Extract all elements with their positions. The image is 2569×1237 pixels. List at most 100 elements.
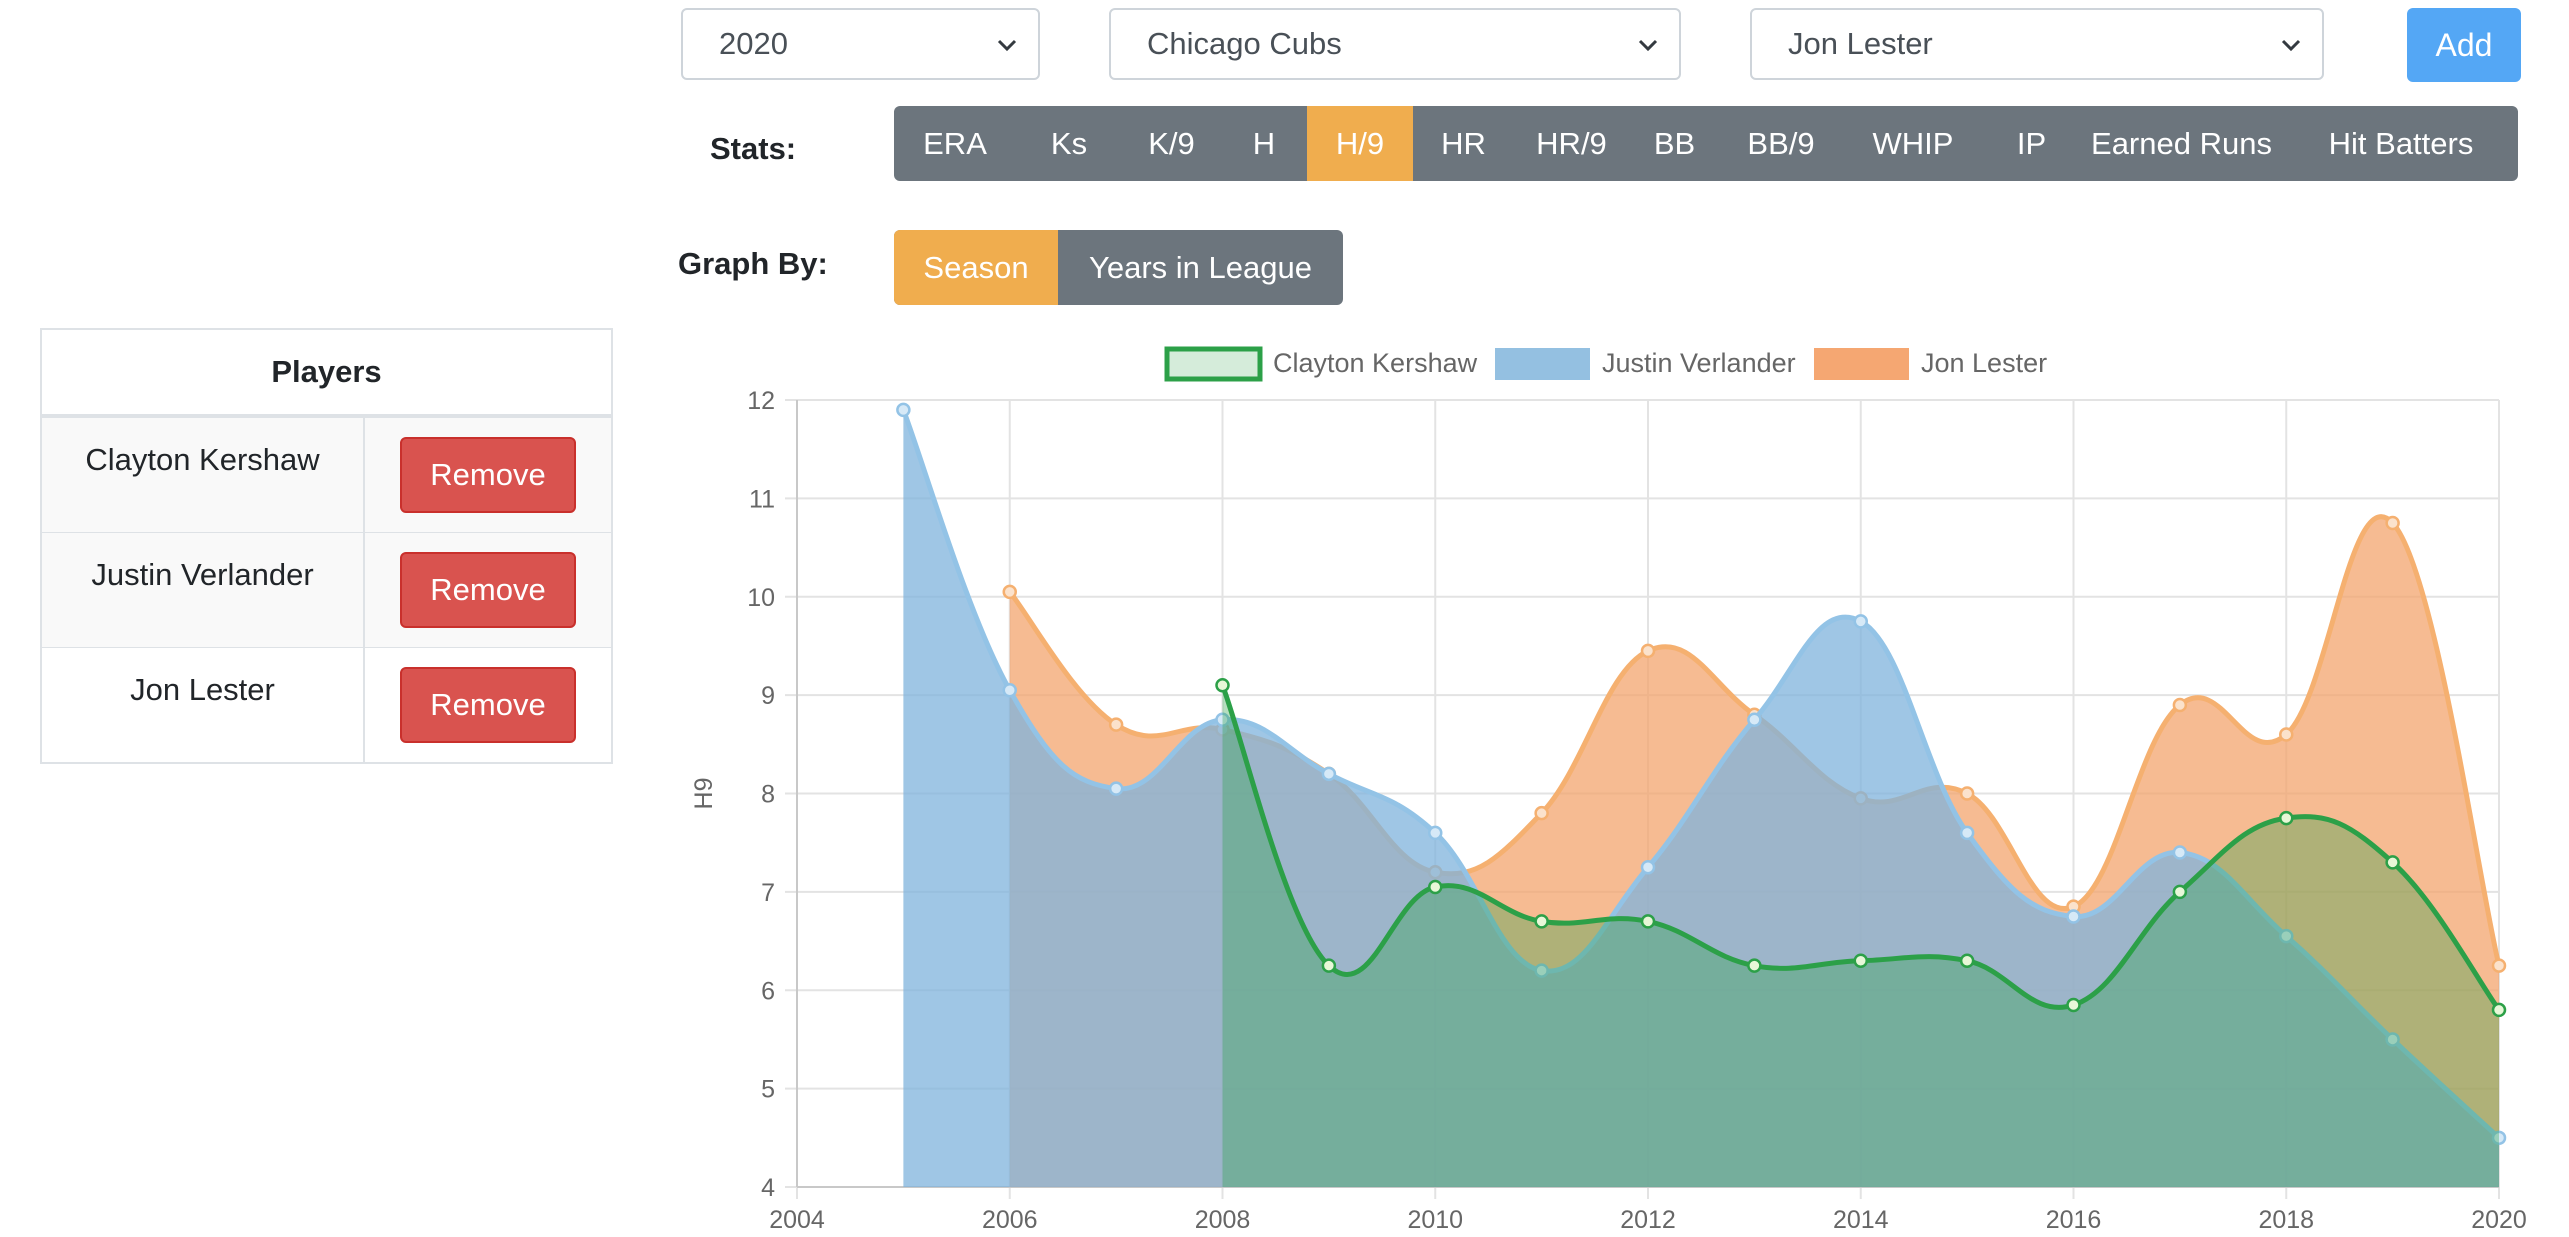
y-tick-label: 10 (747, 584, 775, 612)
stat-tab-era[interactable]: ERA (923, 125, 987, 161)
team-select[interactable]: Chicago Cubs (1109, 8, 1681, 80)
year-select-value: 2020 (719, 26, 788, 61)
graph-by-label: Graph By: (678, 246, 828, 281)
y-axis-title: H9 (690, 778, 718, 810)
stat-tab-hr[interactable]: HR (1441, 125, 1486, 161)
stat-tab-whip[interactable]: WHIP (1872, 125, 1954, 161)
data-point-verlander (2279, 928, 2294, 944)
data-point-verlander (2491, 1130, 2507, 1146)
data-point-verlander (1428, 825, 1443, 841)
data-point-lester (1002, 584, 1017, 600)
stat-tab-ks[interactable]: Ks (1050, 125, 1088, 161)
player-action-cell: Remove (365, 533, 611, 647)
chevron-down-icon (997, 39, 1017, 52)
player-action-cell: Remove (365, 648, 611, 762)
y-tick-label: 5 (761, 1076, 775, 1104)
data-point-verlander (896, 402, 911, 418)
data-point-verlander (1002, 682, 1017, 698)
x-tick-label: 2010 (1407, 1206, 1463, 1234)
data-point-verlander (1959, 825, 1975, 841)
data-point-lester (1959, 786, 1975, 801)
team-select-value: Chicago Cubs (1147, 26, 1342, 61)
data-point-verlander (1640, 860, 1656, 875)
x-tick-label: 2012 (1620, 1206, 1676, 1234)
data-point-kershaw (1853, 953, 1868, 968)
data-point-verlander (1853, 614, 1868, 629)
graph-by-toggle: Season Years in League (894, 230, 1343, 305)
series-area-kershaw (1222, 685, 2499, 1187)
data-point-lester (1640, 643, 1656, 659)
stat-tab-hit-batters[interactable]: Hit Batters (2328, 125, 2474, 161)
data-point-lester (2279, 727, 2294, 742)
legend-label-lester: Jon Lester (1921, 348, 2047, 378)
player-select[interactable]: Jon Lester (1750, 8, 2324, 80)
stat-tab-bb-9[interactable]: BB/9 (1747, 125, 1815, 161)
remove-button[interactable]: Remove (400, 667, 576, 743)
y-tick-label: 7 (761, 879, 775, 907)
legend-swatch-kershaw (1164, 346, 1263, 382)
data-point-lester (1108, 717, 1124, 732)
legend-swatch-lester (1814, 348, 1909, 380)
x-tick-label: 2020 (2471, 1206, 2527, 1234)
data-point-verlander (1108, 781, 1124, 796)
stat-tab-bb[interactable]: BB (1653, 125, 1696, 161)
data-point-kershaw (1640, 914, 1656, 929)
x-tick-label: 2016 (2046, 1206, 2102, 1234)
data-point-kershaw (1959, 953, 1975, 968)
data-point-kershaw (2172, 884, 2188, 900)
players-header: Players (42, 330, 611, 417)
remove-button[interactable]: Remove (400, 437, 576, 513)
player-action-cell: Remove (365, 418, 611, 532)
data-point-verlander (1215, 712, 1230, 727)
data-point-kershaw (1321, 958, 1337, 973)
player-row: Jon Lester Remove (42, 647, 611, 762)
graph-by-season[interactable]: Season (894, 230, 1058, 305)
player-row: Clayton Kershaw Remove (42, 417, 611, 532)
stat-tab-hr-9[interactable]: HR/9 (1536, 125, 1607, 161)
stat-tab-ip[interactable]: IP (2016, 125, 2047, 161)
data-point-kershaw (1428, 879, 1443, 895)
series-area-verlander (903, 409, 2499, 1187)
y-tick-label: 9 (761, 682, 775, 710)
stat-tab-h-9[interactable]: H/9 (1307, 106, 1413, 181)
x-tick-label: 2008 (1195, 1206, 1251, 1234)
y-tick-label: 11 (749, 485, 775, 513)
stats-tab-group: ERA Ks K/9 H H/9 HR HR/9 BB BB/9 WHIP IP Earned Run… (894, 106, 2518, 181)
y-tick-label: 4 (761, 1174, 775, 1202)
player-name: Jon Lester (42, 648, 365, 762)
legend-label-kershaw: Clayton Kershaw (1273, 348, 1478, 378)
player-select-value: Jon Lester (1788, 26, 1933, 61)
chevron-down-icon (1638, 39, 1658, 52)
remove-button[interactable]: Remove (400, 552, 576, 628)
stats-label: Stats: (710, 131, 797, 166)
data-point-kershaw (2066, 997, 2081, 1013)
graph-by-years-in-league[interactable]: Years in League (1089, 249, 1312, 285)
data-point-lester (2491, 958, 2507, 973)
stat-tab-earned-runs[interactable]: Earned Runs (2091, 125, 2272, 161)
data-point-verlander (1747, 712, 1762, 727)
stat-tab-k-9[interactable]: K/9 (1148, 125, 1195, 161)
data-point-verlander (2172, 845, 2188, 860)
add-button[interactable]: Add (2407, 8, 2521, 82)
x-tick-label: 2014 (1833, 1206, 1889, 1234)
x-tick-label: 2004 (769, 1206, 825, 1234)
stat-tab-h[interactable]: H (1252, 125, 1276, 161)
player-row: Justin Verlander Remove (42, 532, 611, 647)
y-tick-label: 8 (761, 781, 775, 809)
legend-label-verlander: Justin Verlander (1602, 348, 1796, 378)
data-point-lester (2385, 515, 2400, 531)
player-name: Clayton Kershaw (42, 418, 365, 532)
player-name: Justin Verlander (42, 533, 365, 647)
data-point-lester (2172, 697, 2188, 713)
year-select[interactable]: 2020 (681, 8, 1040, 80)
legend-swatch-verlander (1495, 348, 1590, 380)
data-point-verlander (1534, 963, 1549, 978)
data-point-kershaw (2385, 855, 2400, 870)
y-tick-label: 6 (761, 977, 775, 1005)
chevron-down-icon (2281, 39, 2301, 52)
data-point-verlander (1321, 766, 1337, 782)
data-point-kershaw (2491, 1002, 2507, 1018)
players-table: Players Clayton Kershaw Remove Justin Verl… (40, 328, 613, 764)
data-point-kershaw (1534, 914, 1549, 929)
